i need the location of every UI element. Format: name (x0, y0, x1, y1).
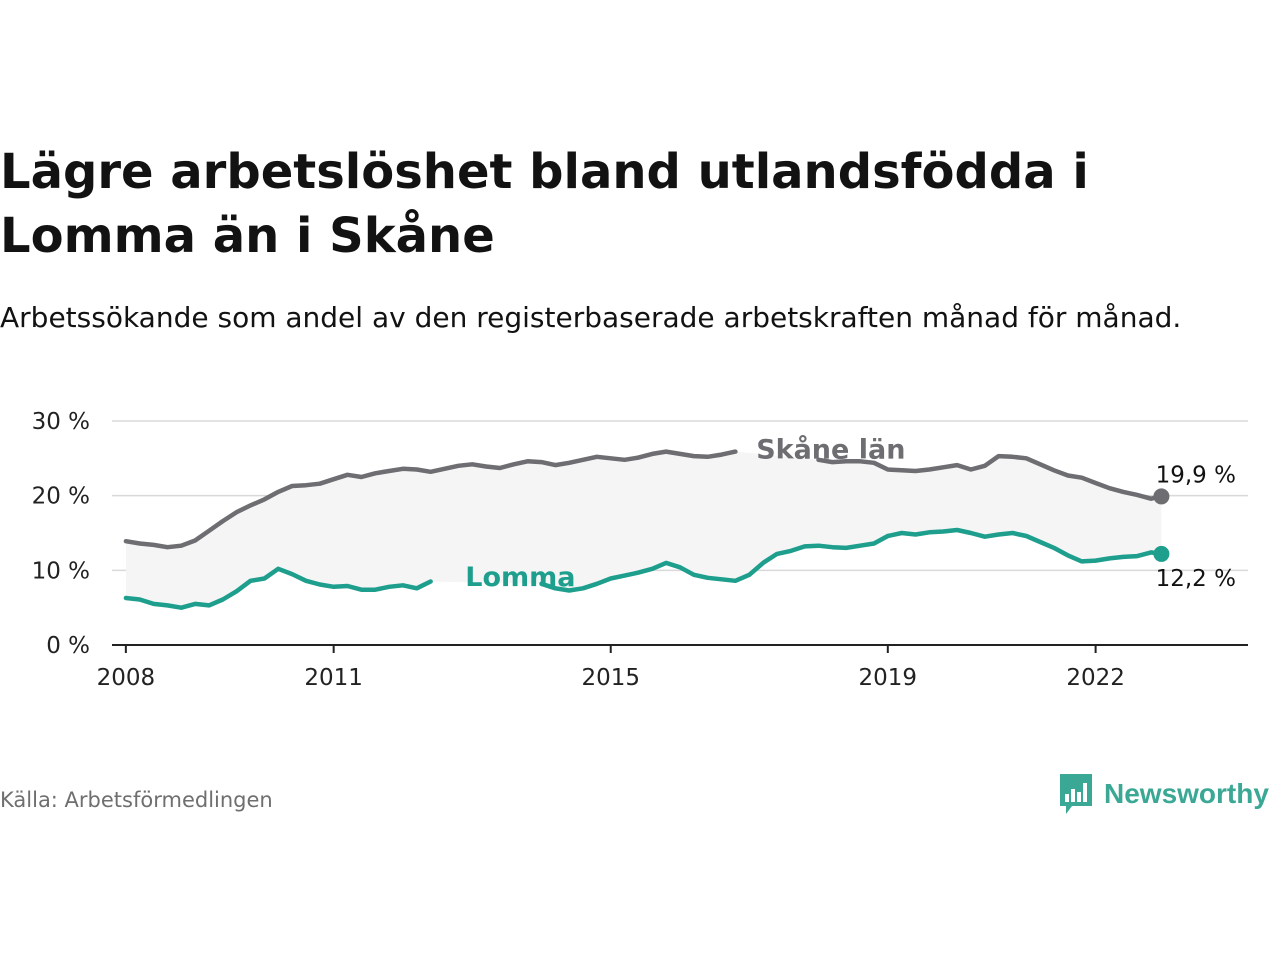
brand-logo[interactable]: Newsworthy (1058, 772, 1269, 816)
x-axis: 2008 2011 2015 2019 2022 (97, 645, 1125, 691)
y-tick-label: 0 % (46, 633, 90, 659)
y-tick-label: 20 % (32, 484, 90, 510)
y-axis: 0 % 10 % 20 % 30 % (32, 409, 90, 659)
x-tick-label: 2019 (859, 665, 918, 691)
x-tick-label: 2011 (304, 665, 363, 691)
series-label-sk-ne-l-n: Skåne län (756, 433, 905, 465)
brand-name: Newsworthy (1104, 778, 1269, 809)
end-value-label-sk-ne-l-n: 19,9 % (1156, 462, 1236, 488)
series-lines (123, 449, 1170, 610)
x-tick-label: 2022 (1066, 665, 1125, 691)
end-value-label-lomma: 12,2 % (1156, 566, 1236, 592)
y-tick-label: 10 % (32, 558, 90, 584)
x-tick-label: 2008 (97, 665, 156, 691)
chart-title: Lägre arbetslöshet bland utlandsfödda i … (0, 144, 1089, 264)
chart-subtitle: Arbetssökande som andel av den registerb… (0, 301, 1182, 334)
source-note: Källa: Arbetsförmedlingen (0, 788, 273, 812)
series-label-lomma: Lomma (465, 562, 575, 593)
end-point-lomma (1153, 545, 1170, 562)
newsworthy-logo-icon (1060, 774, 1092, 814)
end-point-sk-ne-l-n (1153, 488, 1170, 505)
line-chart: 0 % 10 % 20 % 30 % 2008 2011 2015 2019 2022 Skå… (32, 409, 1248, 691)
range-band (125, 451, 1162, 608)
series-line-lomma (123, 527, 1164, 610)
series-labels: Skåne län 19,9 % Lomma 12,2 % (465, 433, 1236, 593)
y-tick-label: 30 % (32, 409, 90, 435)
x-tick-label: 2015 (581, 665, 640, 691)
series-line-sk-ne-l-n (123, 449, 1164, 550)
